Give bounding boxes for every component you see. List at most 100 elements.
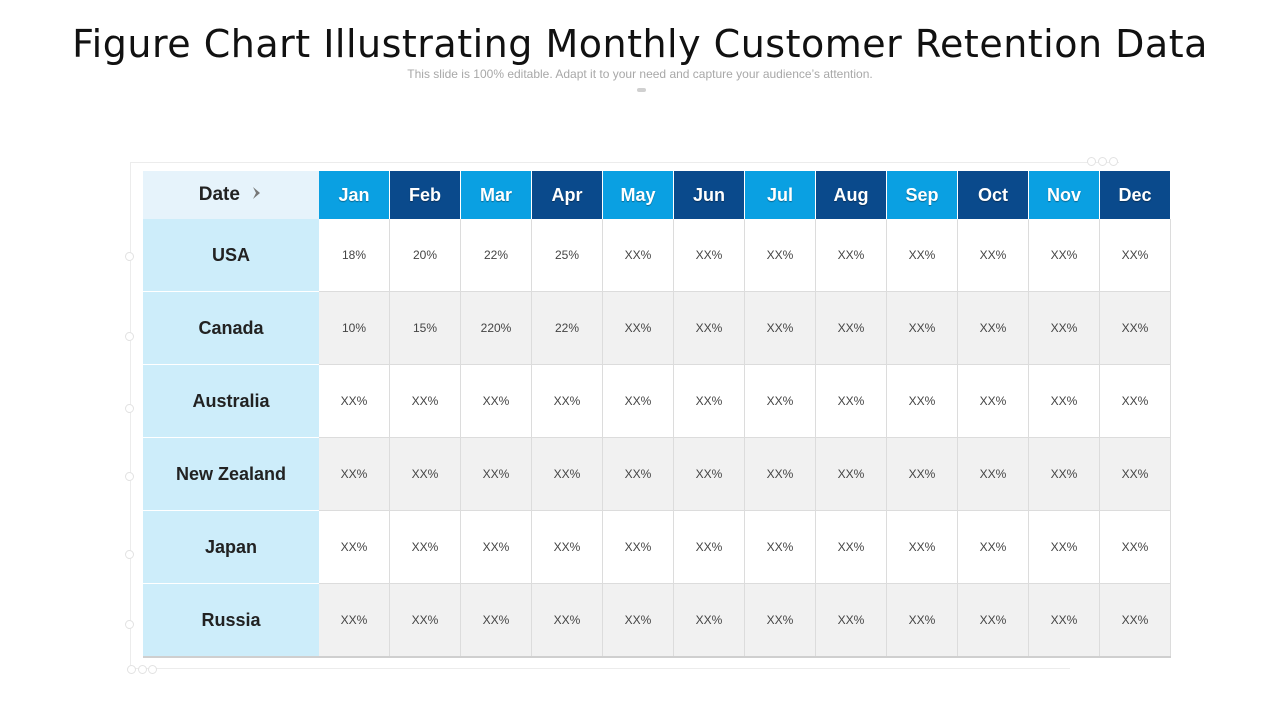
table-frame-bottom-line <box>130 668 1070 669</box>
data-cell: 220% <box>460 291 532 365</box>
data-cell: XX% <box>815 364 887 438</box>
month-header-feb: Feb <box>389 171 461 219</box>
date-header-cell: Date <box>143 171 319 219</box>
data-cell: XX% <box>460 583 532 658</box>
data-cell: XX% <box>815 219 887 292</box>
table-row: New Zealand XX% XX% XX% XX% XX% XX% XX% XX% XX% XX… <box>143 437 1171 511</box>
data-cell: XX% <box>1099 583 1171 658</box>
data-cell: 22% <box>531 291 603 365</box>
data-cell: XX% <box>460 510 532 584</box>
data-cell: XX% <box>744 437 816 511</box>
data-cell: XX% <box>744 364 816 438</box>
page-title: Figure Chart Illustrating Monthly Custom… <box>72 22 1208 66</box>
data-cell: XX% <box>1099 291 1171 365</box>
data-cell: XX% <box>886 291 958 365</box>
month-header-nov: Nov <box>1028 171 1100 219</box>
data-cell: XX% <box>673 219 745 292</box>
data-cell: 15% <box>389 291 461 365</box>
data-cell: XX% <box>1028 437 1100 511</box>
row-label: Australia <box>143 364 319 438</box>
data-cell: XX% <box>602 510 674 584</box>
edge-dot <box>125 252 134 261</box>
edge-dot <box>125 550 134 559</box>
data-cell: XX% <box>957 583 1029 658</box>
data-cell: 22% <box>460 219 532 292</box>
data-cell: XX% <box>1099 437 1171 511</box>
data-cell: XX% <box>1099 364 1171 438</box>
month-header-may: May <box>602 171 674 219</box>
data-cell: XX% <box>744 291 816 365</box>
decorative-dash <box>637 88 646 92</box>
edge-dot <box>125 620 134 629</box>
row-label: USA <box>143 219 319 292</box>
data-cell: XX% <box>744 510 816 584</box>
table-body: USA 18% 20% 22% 25% XX% XX% XX% XX% XX% XX% XX% XX% C… <box>143 219 1171 658</box>
table-row: USA 18% 20% 22% 25% XX% XX% XX% XX% XX% XX% XX% XX% <box>143 219 1171 292</box>
month-header-jan: Jan <box>319 171 390 219</box>
data-cell: XX% <box>815 437 887 511</box>
month-header-dec: Dec <box>1099 171 1171 219</box>
data-cell: XX% <box>673 510 745 584</box>
data-cell: XX% <box>1028 364 1100 438</box>
page-subtitle: This slide is 100% editable. Adapt it to… <box>407 67 873 81</box>
table-row: Canada 10% 15% 220% 22% XX% XX% XX% XX% XX% XX% XX%… <box>143 291 1171 365</box>
row-label: Canada <box>143 291 319 365</box>
data-cell: XX% <box>886 437 958 511</box>
data-cell: 25% <box>531 219 603 292</box>
data-cell: XX% <box>886 219 958 292</box>
retention-table: Date Jan Feb Mar Apr May Jun Jul Aug Sep Oct Nov De… <box>143 171 1171 658</box>
data-cell: XX% <box>389 364 461 438</box>
data-cell: XX% <box>319 583 390 658</box>
edge-dot <box>138 665 147 674</box>
data-cell: XX% <box>886 583 958 658</box>
data-cell: XX% <box>531 583 603 658</box>
month-header-jun: Jun <box>673 171 745 219</box>
data-cell: XX% <box>1099 219 1171 292</box>
data-cell: XX% <box>602 219 674 292</box>
data-cell: 18% <box>319 219 390 292</box>
data-cell: XX% <box>389 510 461 584</box>
data-cell: XX% <box>744 583 816 658</box>
data-cell: XX% <box>957 437 1029 511</box>
row-label: Japan <box>143 510 319 584</box>
data-cell: XX% <box>319 437 390 511</box>
data-cell: XX% <box>602 291 674 365</box>
data-cell: XX% <box>531 364 603 438</box>
data-cell: XX% <box>1028 219 1100 292</box>
data-cell: XX% <box>531 510 603 584</box>
data-cell: XX% <box>460 437 532 511</box>
edge-dot <box>125 332 134 341</box>
data-cell: XX% <box>815 291 887 365</box>
data-cell: XX% <box>886 364 958 438</box>
data-cell: XX% <box>1099 510 1171 584</box>
edge-dot <box>125 472 134 481</box>
month-header-apr: Apr <box>531 171 603 219</box>
data-cell: XX% <box>673 583 745 658</box>
row-label: New Zealand <box>143 437 319 511</box>
edge-dot <box>1098 157 1107 166</box>
data-cell: XX% <box>673 437 745 511</box>
data-cell: XX% <box>957 219 1029 292</box>
data-cell: XX% <box>673 291 745 365</box>
data-cell: XX% <box>815 583 887 658</box>
table-frame <box>130 162 1119 669</box>
data-cell: XX% <box>602 364 674 438</box>
table-row: Australia XX% XX% XX% XX% XX% XX% XX% XX% XX% XX% X… <box>143 364 1171 438</box>
data-cell: XX% <box>389 583 461 658</box>
data-cell: XX% <box>1028 291 1100 365</box>
table-header-row: Date Jan Feb Mar Apr May Jun Jul Aug Sep Oct Nov De… <box>143 171 1171 219</box>
data-cell: XX% <box>886 510 958 584</box>
data-cell: XX% <box>460 364 532 438</box>
month-header-mar: Mar <box>460 171 532 219</box>
table-row: Russia XX% XX% XX% XX% XX% XX% XX% XX% XX% XX% XX% X… <box>143 583 1171 658</box>
month-header-sep: Sep <box>886 171 958 219</box>
data-cell: XX% <box>744 219 816 292</box>
data-cell: XX% <box>957 510 1029 584</box>
data-cell: XX% <box>602 437 674 511</box>
data-cell: 10% <box>319 291 390 365</box>
data-cell: XX% <box>602 583 674 658</box>
row-label: Russia <box>143 583 319 658</box>
data-cell: XX% <box>1028 510 1100 584</box>
data-cell: XX% <box>319 364 390 438</box>
data-cell: XX% <box>957 291 1029 365</box>
